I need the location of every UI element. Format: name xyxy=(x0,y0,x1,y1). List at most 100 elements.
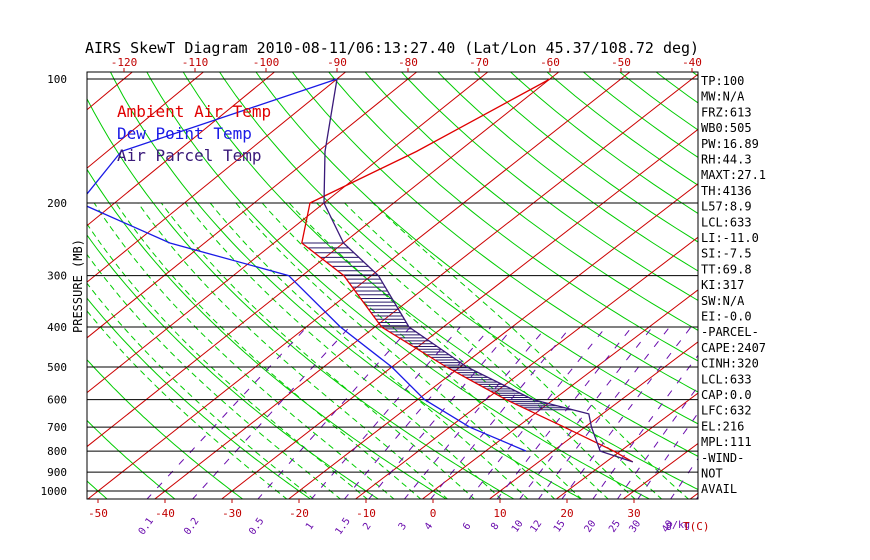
mixing-ratio-tick-label: 8 xyxy=(489,521,501,532)
mixing-ratio-tick-label: 6 xyxy=(461,521,473,532)
mixing-ratio-line xyxy=(343,326,492,499)
stat-line: MW:N/A xyxy=(701,90,745,104)
top-temp-tick-label: -90 xyxy=(327,56,347,69)
mixing-ratio-tick-label: 30 xyxy=(627,518,643,534)
moist-adiabat-line xyxy=(87,310,288,499)
mixing-ratio-tick-label: 10 xyxy=(510,518,526,534)
moist-adiabat-line xyxy=(87,223,368,499)
isotherm-line xyxy=(555,392,698,499)
stat-line: CAP:0.0 xyxy=(701,388,752,402)
mixing-ratio-line xyxy=(561,326,692,499)
top-temp-tick-label: -70 xyxy=(469,56,489,69)
moist-adiabat-line xyxy=(209,202,529,499)
moist-adiabat-line xyxy=(235,202,556,499)
pressure-tick-label: 900 xyxy=(47,466,67,479)
top-temp-tick-label: -120 xyxy=(111,56,138,69)
isotherm-line xyxy=(87,72,631,499)
stat-line: CINH:320 xyxy=(701,357,759,371)
mixing-ratio-tick-label: 20 xyxy=(583,518,599,534)
isotherm-line xyxy=(87,72,205,169)
bottom-temp-tick-label: 20 xyxy=(560,507,573,520)
dry-adiabat-line xyxy=(87,234,380,499)
dry-adiabat-line xyxy=(87,97,515,499)
moist-adiabat-line xyxy=(160,202,475,499)
dry-adiabat-line xyxy=(182,72,698,491)
mixing-ratio-tick-label: 1 xyxy=(304,521,316,532)
stat-line: EL:216 xyxy=(701,419,744,433)
dry-adiabat-line xyxy=(655,72,698,104)
chart-title: AIRS SkewT Diagram 2010-08-11/06:13:27.4… xyxy=(85,39,699,57)
mixing-ratio-line xyxy=(368,326,514,499)
stat-line: -PARCEL- xyxy=(701,325,759,339)
dry-adiabat-line xyxy=(328,72,698,362)
pressure-tick-label: 800 xyxy=(47,445,67,458)
dry-adiabat-line xyxy=(364,72,698,331)
pressure-tick-label: 1000 xyxy=(41,485,68,498)
moist-adiabat-line xyxy=(344,202,663,499)
isotherm-line xyxy=(0,60,4,508)
moist-adiabat-line xyxy=(87,253,342,499)
stat-line: L57:8.9 xyxy=(701,200,752,214)
mixing-ratio-line xyxy=(146,326,308,499)
mixing-ratio-tick-label: 0.2 xyxy=(182,516,201,537)
stat-line: LCL:633 xyxy=(701,372,752,386)
dry-adiabat-line xyxy=(748,60,870,500)
dry-adiabat-line xyxy=(87,359,244,499)
pressure-tick-label: 500 xyxy=(47,361,67,374)
bottom-temp-tick-label: -30 xyxy=(222,507,242,520)
stat-line: TP:100 xyxy=(701,74,744,88)
mixing-ratio-tick-label: 25 xyxy=(607,518,623,534)
mixing-ratio-tick-label: 0.1 xyxy=(137,516,156,537)
moist-adiabat-line xyxy=(115,202,422,499)
isotherm-line xyxy=(154,73,698,499)
mixing-ratio-tick-label: 4 xyxy=(423,521,435,532)
mixing-ratio-tick-label: 15 xyxy=(552,518,568,534)
mixing-ratio-line xyxy=(592,354,698,499)
legend-item: Air Parcel Temp xyxy=(117,146,262,165)
top-temp-tick-label: -40 xyxy=(682,56,702,69)
x-axis-temp-unit: T(C) xyxy=(683,520,710,533)
pressure-tick-label: 400 xyxy=(47,321,67,334)
mixing-ratio-line xyxy=(468,326,607,499)
moist-adiabat-line xyxy=(261,202,583,499)
stat-line: MAXT:27.1 xyxy=(701,168,766,182)
stat-line: LCL:633 xyxy=(701,215,752,229)
pressure-tick-label: 100 xyxy=(47,73,67,86)
mixing-ratio-unit: g/kg xyxy=(666,520,690,531)
dry-adiabat-line xyxy=(255,72,698,425)
stat-line: TT:69.8 xyxy=(701,262,752,276)
mixing-ratio-line xyxy=(257,326,411,499)
bottom-temp-tick-label: 0 xyxy=(430,507,437,520)
stat-line: MPL:111 xyxy=(701,435,752,449)
dry-adiabat-line xyxy=(0,60,40,500)
top-temp-tick-label: -100 xyxy=(253,56,280,69)
bottom-temp-tick-label: -40 xyxy=(155,507,175,520)
mixing-ratio-line xyxy=(191,326,350,499)
pressure-tick-label: 200 xyxy=(47,197,67,210)
top-temp-tick-label: -80 xyxy=(398,56,418,69)
isotherm-line xyxy=(220,128,698,499)
bottom-temp-tick-label: 30 xyxy=(627,507,640,520)
isotherm-line xyxy=(87,72,347,283)
stat-line: PW:16.89 xyxy=(701,137,759,151)
profile-air-parcel-temp xyxy=(323,78,634,463)
stat-line: RH:44.3 xyxy=(701,153,752,167)
stat-line: SW:N/A xyxy=(701,294,745,308)
stat-line: KI:317 xyxy=(701,278,744,292)
moist-adiabat-line xyxy=(93,202,395,499)
stat-line: SI:-7.5 xyxy=(701,247,752,261)
mixing-ratio-line xyxy=(637,412,698,499)
top-temp-tick-label: -50 xyxy=(611,56,631,69)
moist-adiabat-line xyxy=(288,202,609,499)
isotherm-line xyxy=(87,72,560,448)
dry-adiabat-line xyxy=(87,168,448,499)
isotherm-line xyxy=(745,60,870,508)
isotherm-line xyxy=(354,236,698,499)
isotherm-line xyxy=(287,183,698,499)
stat-line: AVAIL xyxy=(701,482,737,496)
stat-line: EI:-0.0 xyxy=(701,310,752,324)
dry-adiabat-line xyxy=(87,419,176,499)
